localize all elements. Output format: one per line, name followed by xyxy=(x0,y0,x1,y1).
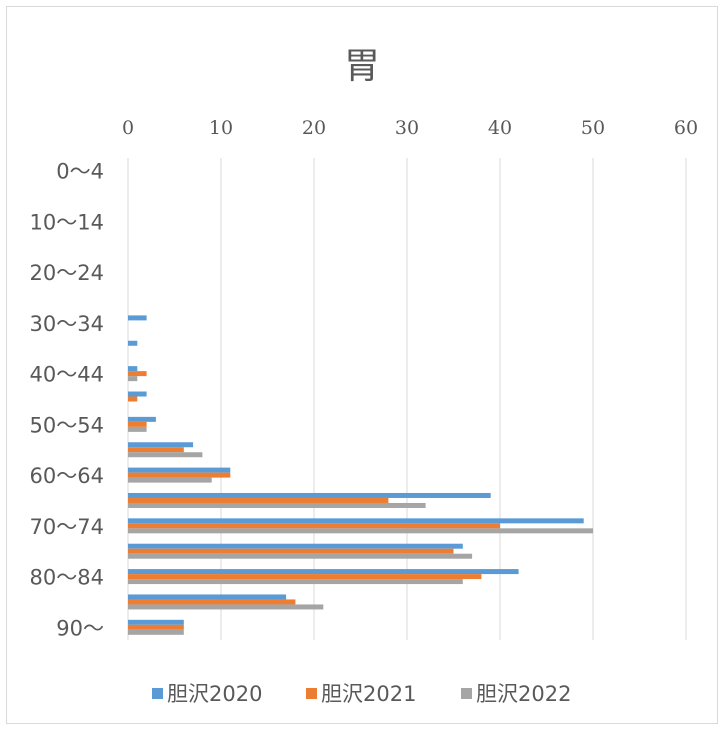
bar-胆沢2021-85〜89 xyxy=(128,599,296,605)
bar-胆沢2020-40〜44 xyxy=(128,366,138,372)
bar-胆沢2021-55〜59 xyxy=(128,447,184,453)
bar-胆沢2020-55〜59 xyxy=(128,442,194,448)
bar-胆沢2020-90〜 xyxy=(128,619,184,625)
bar-胆沢2022-75〜79 xyxy=(128,553,473,559)
y-tick-label: 40〜44 xyxy=(30,363,104,387)
bar-胆沢2021-50〜54 xyxy=(128,421,147,427)
bar-胆沢2021-80〜84 xyxy=(128,574,482,580)
bar-胆沢2020-75〜79 xyxy=(128,543,463,549)
gridlines xyxy=(127,158,687,640)
legend-label: 胆沢2020 xyxy=(167,682,262,706)
legend-item: 胆沢2021 xyxy=(306,682,416,706)
y-tick-label: 90〜 xyxy=(56,616,104,640)
y-tick-label: 20〜24 xyxy=(30,261,104,285)
legend-swatch xyxy=(461,688,472,699)
legend: 胆沢2020 胆沢2021 胆沢2022 xyxy=(152,682,571,706)
legend-swatch xyxy=(152,688,163,699)
bar-胆沢2020-70〜74 xyxy=(128,518,584,524)
y-tick-label: 0〜4 xyxy=(56,160,104,184)
y-tick-label: 50〜54 xyxy=(30,413,104,437)
y-tick-label: 10〜14 xyxy=(30,210,104,234)
bar-胆沢2021-90〜 xyxy=(128,624,184,630)
bar-胆沢2020-80〜84 xyxy=(128,569,519,575)
bar-胆沢2022-80〜84 xyxy=(128,579,463,585)
x-tick-label: 30 xyxy=(395,117,419,139)
x-tick-label: 10 xyxy=(209,117,233,139)
bar-胆沢2021-65〜69 xyxy=(128,497,389,503)
x-tick-label: 0 xyxy=(122,117,134,139)
chart-frame xyxy=(6,6,718,724)
bars xyxy=(128,315,593,635)
legend-item: 胆沢2020 xyxy=(152,682,262,706)
bar-胆沢2020-30〜34 xyxy=(128,315,147,321)
bar-胆沢2022-70〜74 xyxy=(128,528,593,534)
legend-label: 胆沢2021 xyxy=(321,682,416,706)
y-axis-ticks: 0〜4 10〜14 20〜24 30〜34 40〜44 50〜54 60〜64 70〜74 80… xyxy=(30,160,104,641)
bar-胆沢2021-40〜44 xyxy=(128,371,147,377)
y-tick-label: 30〜34 xyxy=(30,312,104,336)
bar-胆沢2020-35〜39 xyxy=(128,340,138,346)
bar-胆沢2021-60〜64 xyxy=(128,472,231,478)
x-axis-ticks: 0 10 20 30 40 50 60 xyxy=(122,117,698,139)
bar-胆沢2022-40〜44 xyxy=(128,376,138,382)
y-tick-label: 70〜74 xyxy=(30,515,104,539)
bar-胆沢2021-70〜74 xyxy=(128,523,500,529)
x-tick-label: 20 xyxy=(302,117,326,139)
legend-swatch xyxy=(306,688,317,699)
bar-胆沢2022-85〜89 xyxy=(128,604,324,610)
bar-胆沢2020-65〜69 xyxy=(128,492,491,498)
bar-胆沢2022-55〜59 xyxy=(128,452,203,458)
x-tick-label: 50 xyxy=(581,117,605,139)
bar-胆沢2020-50〜54 xyxy=(128,416,156,422)
bar-胆沢2021-75〜79 xyxy=(128,548,454,554)
x-tick-label: 60 xyxy=(674,117,698,139)
y-tick-label: 80〜84 xyxy=(30,566,104,590)
bar-胆沢2022-90〜 xyxy=(128,629,184,635)
bar-胆沢2022-50〜54 xyxy=(128,426,147,432)
x-tick-label: 40 xyxy=(488,117,512,139)
bar-胆沢2022-65〜69 xyxy=(128,502,426,508)
bar-胆沢2020-45〜49 xyxy=(128,391,147,397)
legend-label: 胆沢2022 xyxy=(476,682,571,706)
bar-胆沢2022-60〜64 xyxy=(128,477,212,483)
legend-item: 胆沢2022 xyxy=(461,682,571,706)
bar-胆沢2020-60〜64 xyxy=(128,467,231,473)
chart-title: 胃 xyxy=(344,46,380,87)
bar-胆沢2020-85〜89 xyxy=(128,594,287,600)
bar-胆沢2021-45〜49 xyxy=(128,396,138,402)
y-tick-label: 60〜64 xyxy=(30,464,104,488)
